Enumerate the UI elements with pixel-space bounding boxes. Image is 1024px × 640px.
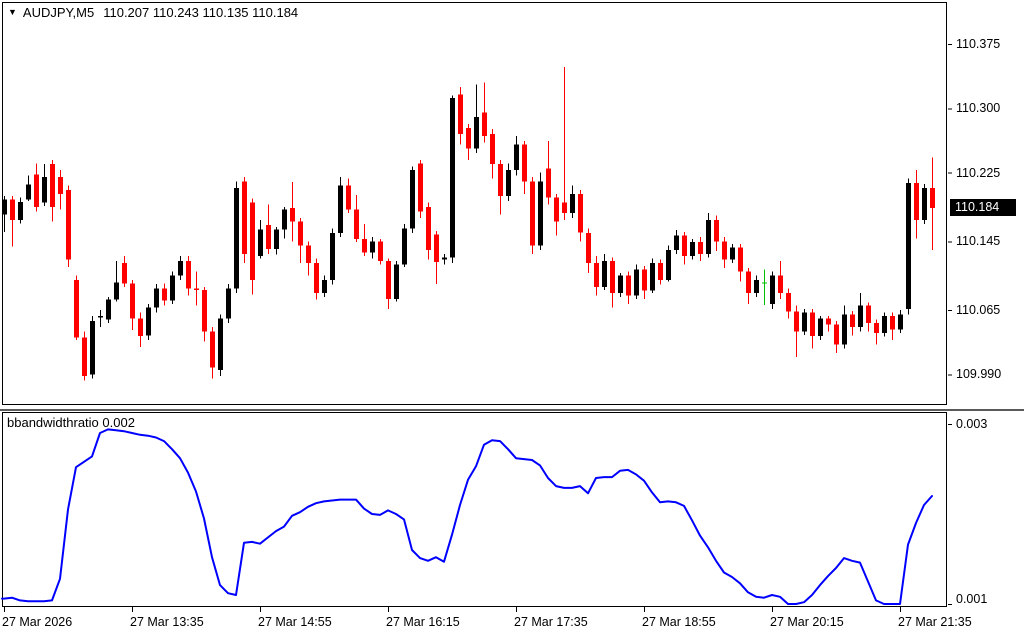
title-symbol: AUDJPY,M5 — [22, 5, 95, 20]
indicator-label: bbandwidthratio 0.002 — [7, 415, 135, 430]
price-axis-label: 110.225 — [956, 166, 1001, 180]
time-axis-label: 27 Mar 14:55 — [258, 615, 332, 629]
current-price-tag: 110.184 — [950, 199, 1016, 216]
price-axis-label: 110.145 — [956, 234, 1001, 248]
time-axis-label: 27 Mar 18:55 — [642, 615, 716, 629]
time-axis-label: 27 Mar 17:35 — [514, 615, 588, 629]
pane-divider[interactable] — [0, 409, 1024, 411]
time-axis-label: 27 Mar 16:15 — [386, 615, 460, 629]
indicator-line — [1, 428, 933, 605]
price-axis-label: 110.300 — [956, 101, 1001, 115]
indicator-axis-label: 0.003 — [956, 417, 988, 431]
price-axis-label: 109.990 — [956, 367, 1002, 381]
indicator-axis-label: 0.001 — [956, 592, 988, 606]
time-axis-label: 27 Mar 2026 — [2, 615, 73, 629]
price-axis-label: 110.065 — [956, 303, 1001, 317]
time-axis-label: 27 Mar 20:15 — [770, 615, 844, 629]
chart-title: ▼ AUDJPY,M5 110.207 110.243 110.135 110.… — [8, 5, 298, 20]
title-ohlc: 110.207 110.243 110.135 110.184 — [103, 5, 299, 20]
price-axis-label: 110.375 — [956, 37, 1001, 51]
time-axis-label: 27 Mar 13:35 — [130, 615, 204, 629]
time-axis-label: 27 Mar 21:35 — [898, 615, 972, 629]
candles — [2, 67, 935, 381]
symbol-dropdown-icon: ▼ — [8, 7, 17, 17]
